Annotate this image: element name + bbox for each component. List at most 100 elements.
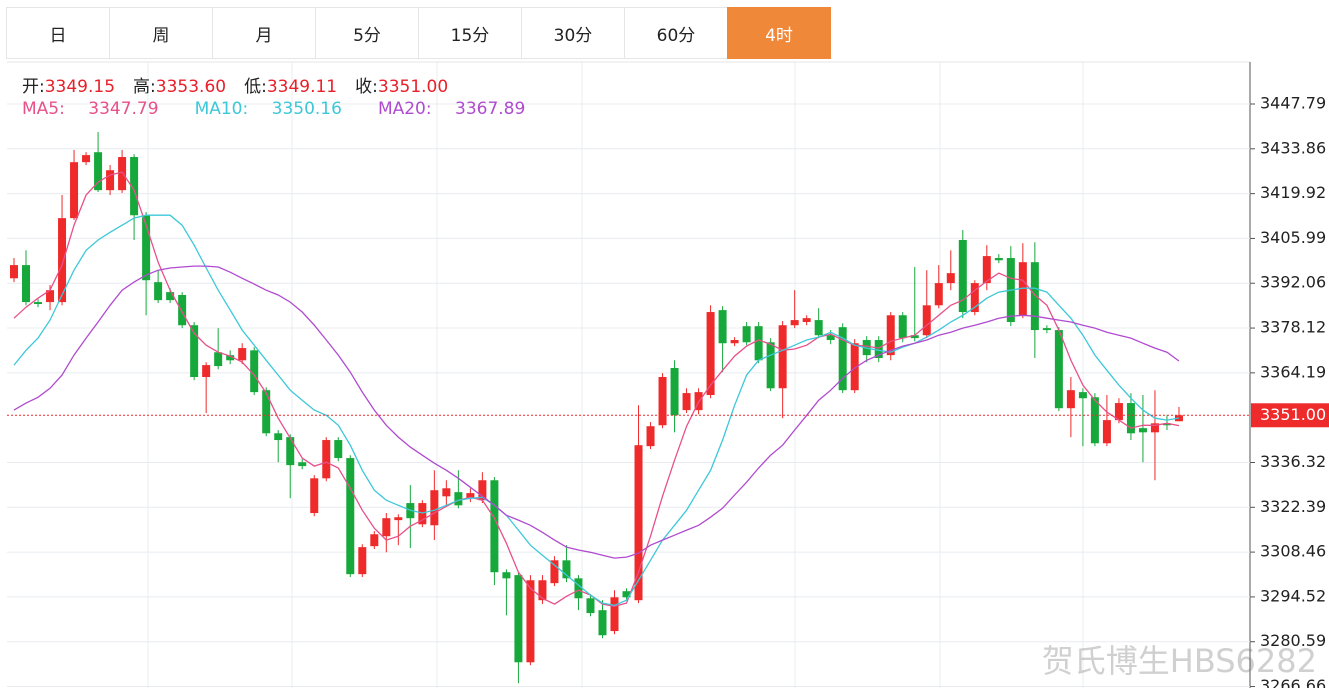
candle-body — [1150, 423, 1159, 433]
period-tab[interactable]: 5分 — [315, 7, 419, 59]
candle-body — [958, 240, 967, 313]
candle-body — [574, 578, 583, 599]
candle-body — [898, 315, 907, 339]
candle-body — [1126, 403, 1135, 434]
candle-body — [202, 365, 211, 378]
ohlc-label: 收: — [355, 77, 378, 97]
candle-body — [466, 493, 475, 499]
candle-body — [214, 352, 223, 367]
candle-body — [970, 283, 979, 313]
candle-body — [1138, 428, 1147, 433]
candle-body — [154, 282, 163, 301]
y-tick-label: 3392.06 — [1260, 273, 1326, 292]
candle-body — [994, 258, 1003, 261]
candle-body — [514, 575, 523, 663]
candle-body — [10, 265, 18, 279]
candle-body — [334, 440, 343, 459]
candle-body — [70, 162, 79, 219]
candle-body — [610, 597, 619, 632]
candle-body — [226, 355, 235, 361]
candle-body — [670, 368, 679, 416]
legend-item: MA5: 3347.79 — [22, 99, 177, 119]
ohlc-value: 3353.60 — [155, 77, 227, 97]
candle-body — [82, 155, 91, 163]
candle-body — [790, 320, 799, 326]
ohlc-value: 3351.00 — [377, 77, 449, 97]
candle-body — [34, 302, 43, 305]
candle-body — [802, 318, 811, 323]
candle-body — [778, 325, 787, 389]
ohlc-label: 高: — [133, 77, 156, 97]
candle-body — [1102, 420, 1111, 444]
candle-body — [106, 170, 115, 191]
candle-body — [814, 320, 823, 336]
candle-body — [922, 305, 931, 336]
candle-body — [538, 580, 547, 601]
candle-body — [94, 152, 103, 191]
candle-body — [886, 315, 895, 356]
candle-body — [1114, 403, 1123, 421]
y-tick-label: 3378.12 — [1260, 318, 1326, 337]
y-tick-label: 3419.92 — [1260, 183, 1326, 202]
candle-body — [286, 437, 295, 466]
candle-body — [838, 327, 847, 391]
period-tab[interactable]: 4时 — [727, 7, 831, 59]
period-tab[interactable]: 30分 — [521, 7, 625, 59]
candle-body — [298, 462, 307, 467]
watermark: 贺氏博生HBS6282 — [1041, 642, 1317, 680]
y-tick-label: 3405.99 — [1260, 228, 1326, 247]
y-tick-label: 3447.79 — [1260, 94, 1326, 113]
marks — [7, 131, 1250, 684]
candle-body — [1030, 262, 1039, 331]
period-tab[interactable]: 月 — [212, 7, 316, 59]
candle-body — [250, 350, 259, 393]
ohlc-value: 3349.11 — [266, 77, 338, 97]
candle-body — [382, 518, 391, 537]
ma-line — [13, 265, 1180, 559]
legend-value: 3347.79 — [88, 99, 159, 119]
candle-body — [1162, 423, 1171, 426]
candle-body — [850, 343, 859, 391]
legend-value: 3367.89 — [455, 99, 526, 119]
period-tabs: 日周月 5分 15分 30分 60分 4时 — [6, 7, 831, 59]
candle-body — [478, 480, 487, 501]
period-tab[interactable]: 15分 — [418, 7, 522, 59]
period-tab[interactable]: 日 — [6, 7, 110, 59]
candle-body — [58, 218, 67, 303]
last-price-box — [1251, 403, 1329, 428]
y-tick-label: 3308.46 — [1260, 542, 1326, 561]
candle-body — [310, 478, 319, 514]
legend-item: MA10: 3350.16 — [195, 99, 360, 119]
candle-body — [430, 490, 439, 526]
candle-body — [754, 326, 763, 361]
candle-body — [502, 572, 511, 579]
period-tab[interactable]: 60分 — [624, 7, 728, 59]
candle-body — [1090, 397, 1099, 444]
candle-body — [946, 273, 955, 284]
candle-body — [646, 426, 655, 447]
ma-line — [13, 214, 1180, 606]
legend-item: MA20: 3367.89 — [378, 99, 543, 119]
candle-body — [442, 488, 451, 497]
y-tick-label: 3266.66 — [1260, 676, 1326, 688]
ohlc-label: 低: — [244, 77, 267, 97]
candle-body — [130, 157, 139, 216]
candle-body — [910, 335, 919, 339]
candle-body — [118, 157, 127, 191]
candle-body — [454, 492, 463, 506]
candle-body — [1066, 390, 1075, 409]
candle-body — [766, 342, 775, 389]
candle-body — [142, 215, 151, 281]
y-tick-label: 3364.19 — [1260, 362, 1326, 381]
period-tab[interactable]: 周 — [109, 7, 213, 59]
last-price-label: 3351.00 — [1260, 405, 1326, 424]
candle-body — [238, 348, 247, 361]
candle-body — [190, 325, 199, 378]
candle-body — [1042, 328, 1051, 331]
y-tick-label: 3322.39 — [1260, 497, 1326, 516]
y-tick-label: 3280.59 — [1260, 631, 1326, 650]
candle-body — [682, 393, 691, 411]
candle-body — [718, 310, 727, 344]
ma-legend: MA5: 3347.79 MA10: 3350.16 MA20: 3367.89 — [22, 99, 561, 119]
